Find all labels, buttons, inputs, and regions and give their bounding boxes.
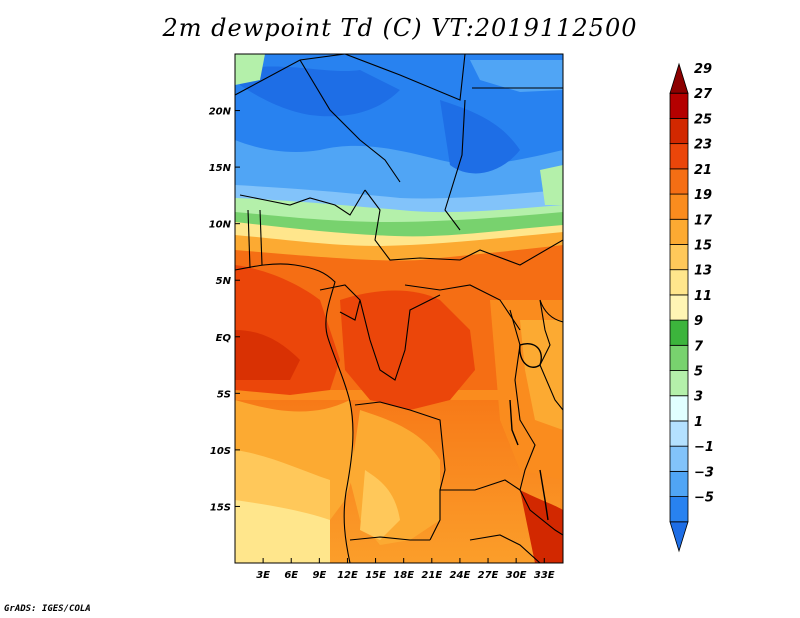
- colorbar-swatch: [669, 218, 689, 245]
- map-title: 2m dewpoint Td (C) VT:2019112500: [162, 14, 638, 42]
- lon-tick-label: 6E: [284, 570, 298, 581]
- lon-tick-label: 27E: [478, 570, 499, 581]
- border-somalia: [539, 299, 563, 323]
- colorbar-swatch: [669, 269, 689, 296]
- colorbar: 29 27 25 23 21 19 17 15 13 11 9 7 5 3 1 −1 −3 −5: [669, 62, 714, 553]
- colorbar-label: 3: [694, 390, 703, 405]
- lake-outlines: [509, 343, 549, 521]
- lon-tick-label: 12E: [337, 570, 358, 581]
- lake-tanganyika: [509, 399, 519, 446]
- lat-tick-label: EQ: [216, 333, 232, 344]
- colorbar-swatch: [669, 445, 689, 472]
- border-congo: [359, 294, 441, 381]
- colorbar-swatch: [669, 521, 689, 553]
- lat-tick-label: 15N: [209, 163, 232, 174]
- lat-tick-label: 5N: [216, 276, 232, 287]
- colorbar-swatch: [669, 344, 689, 371]
- lon-tick-label: 33E: [534, 570, 555, 581]
- field-nw-corner-green: [235, 54, 265, 85]
- colorbar-label: 17: [694, 213, 713, 228]
- lon-tick-label: 21E: [421, 570, 442, 581]
- dewpoint-field: [235, 54, 563, 563]
- lon-tick-label: 9E: [312, 570, 326, 581]
- colorbar-label: 9: [694, 314, 703, 329]
- lake-malawi: [539, 469, 549, 521]
- colorbar-swatch: [669, 193, 689, 220]
- colorbar-swatch: [669, 244, 689, 271]
- field-sahara-core: [240, 66, 400, 117]
- border-nigeria-north: [239, 189, 366, 216]
- field-mozambique-red: [520, 490, 563, 563]
- field-ne-corner: [470, 60, 563, 92]
- colorbar-label: −5: [694, 491, 714, 506]
- colorbar-label: 25: [694, 112, 712, 127]
- lon-tick-label: 15E: [365, 570, 386, 581]
- country-boundaries: [235, 54, 563, 563]
- coastline-west: [235, 263, 354, 563]
- border-benin: [259, 209, 263, 266]
- border-niger-north: [299, 59, 401, 183]
- lat-tick-label: 15S: [210, 502, 231, 513]
- colorbar-label: 13: [694, 264, 712, 279]
- colorbar-label: 29: [694, 62, 712, 77]
- colorbar-label: 7: [694, 339, 704, 354]
- lon-tick-label: 30E: [506, 570, 527, 581]
- field-plateau-dry: [360, 470, 400, 540]
- field-core-deep: [235, 330, 300, 380]
- colorbar-swatch: [669, 168, 689, 195]
- field-congo-basin-red: [340, 290, 475, 410]
- colorbar-swatch: [669, 143, 689, 170]
- field-ethiopia-edge: [540, 165, 563, 205]
- border-car-north: [364, 189, 563, 266]
- border-kenya-tanzania: [539, 299, 563, 411]
- colorbar-swatch: [669, 420, 689, 447]
- colorbar-label: 27: [694, 87, 713, 102]
- lat-tick-label: 10S: [210, 446, 231, 457]
- colorbar-swatch: [669, 496, 689, 523]
- lat-tick-label: 10N: [209, 220, 232, 231]
- lat-tick-label: 5S: [217, 389, 231, 400]
- border-libya: [344, 54, 466, 101]
- border-togo: [247, 209, 251, 269]
- lake-victoria: [519, 343, 542, 368]
- field-atlantic-yellow: [235, 500, 330, 563]
- colorbar-label: −3: [694, 465, 714, 480]
- colorbar-swatch: [669, 62, 689, 94]
- border-zambia-drc: [440, 479, 521, 491]
- colorbar-swatch: [669, 118, 689, 145]
- map-frame: [234, 53, 564, 564]
- colorbar-label: 23: [694, 138, 712, 153]
- longitude-axis: 3E 6E 9E 12E 15E 18E 21E 24E 27E 30E 33E: [256, 558, 555, 581]
- colorbar-label: 19: [694, 188, 712, 203]
- lat-tick-label: 20N: [209, 107, 232, 118]
- colorbar-swatch: [669, 470, 689, 497]
- border-angola-namibia: [349, 536, 430, 541]
- grads-credit: GrADS: IGES/COLA: [4, 604, 91, 614]
- colorbar-swatch: [669, 294, 689, 321]
- colorbar-label: 1: [694, 415, 703, 430]
- border-chad-sudan: [444, 99, 466, 231]
- colorbar-label: 15: [694, 238, 712, 253]
- latitude-axis: 20N 15N 10N 5N EQ 5S 10S 15S: [209, 107, 240, 513]
- field-east-highlands-dry: [520, 320, 563, 430]
- colorbar-swatch: [669, 319, 689, 346]
- lon-tick-label: 24E: [450, 570, 471, 581]
- border-angola-zambia: [354, 401, 446, 541]
- colorbar-swatch: [669, 92, 689, 119]
- colorbar-label: 21: [694, 163, 712, 178]
- colorbar-swatch: [669, 370, 689, 397]
- border-drc-north: [404, 284, 521, 331]
- field-sudan-core: [440, 100, 520, 174]
- lon-tick-label: 3E: [256, 570, 270, 581]
- colorbar-label: 11: [694, 289, 712, 304]
- border-east-lakes: [509, 309, 563, 536]
- colorbar-swatch: [669, 395, 689, 422]
- colorbar-label: 5: [694, 365, 703, 380]
- lon-tick-label: 18E: [393, 570, 414, 581]
- colorbar-label: −1: [694, 440, 714, 455]
- border-zimbabwe: [469, 534, 541, 563]
